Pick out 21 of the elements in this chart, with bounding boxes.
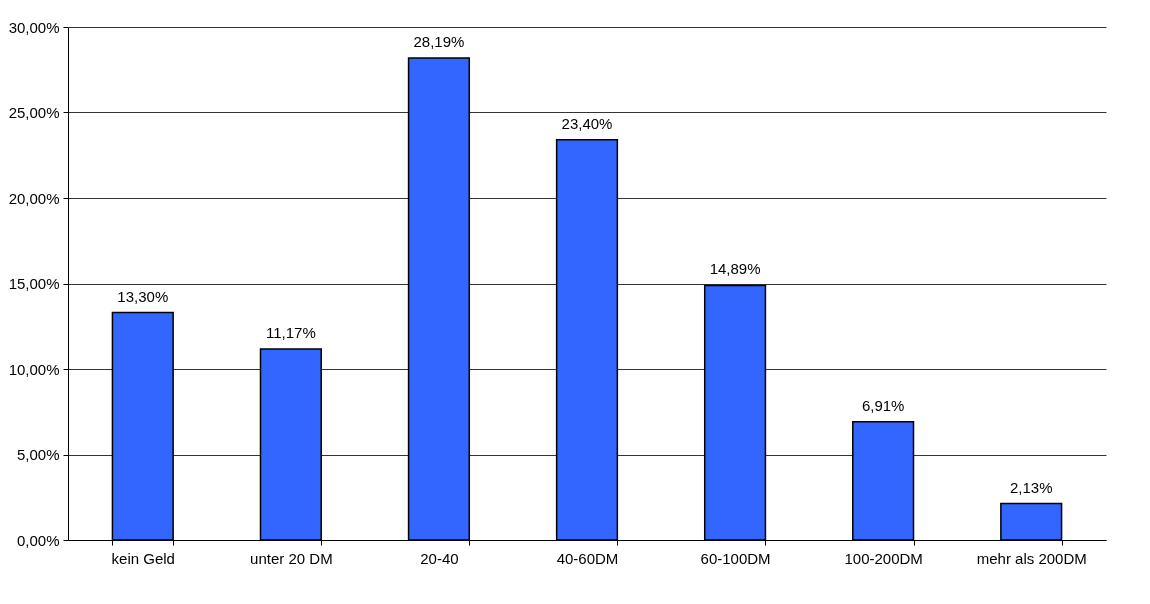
y-tick-label: 25,00% <box>8 104 60 121</box>
x-tick-label: 60-100DM <box>700 549 771 567</box>
data-label: 13,30% <box>117 287 169 305</box>
x-tick-label: 20-40 <box>420 549 459 567</box>
x-tick-label: 100-200DM <box>844 549 923 567</box>
y-tick-label: 30,00% <box>8 18 60 36</box>
y-tick-label: 20,00% <box>8 189 60 207</box>
y-tick-label: 5,00% <box>16 446 60 463</box>
y-tick-label: 0,00% <box>16 531 60 549</box>
y-tick-label: 15,00% <box>8 275 60 292</box>
y-tick-label: 10,00% <box>8 360 60 378</box>
data-label: 2,13% <box>1009 478 1053 496</box>
x-tick-label: unter 20 DM <box>250 549 333 567</box>
x-tick-label: kein Geld <box>111 549 175 567</box>
data-label: 23,40% <box>561 114 613 132</box>
x-tick-label: 40-60DM <box>556 549 619 567</box>
x-tick-label: mehr als 200DM <box>976 549 1087 567</box>
data-label: 11,17% <box>265 323 316 341</box>
data-label: 6,91% <box>861 396 905 414</box>
data-label: 14,89% <box>709 260 761 278</box>
data-label: 28,19% <box>413 32 465 50</box>
